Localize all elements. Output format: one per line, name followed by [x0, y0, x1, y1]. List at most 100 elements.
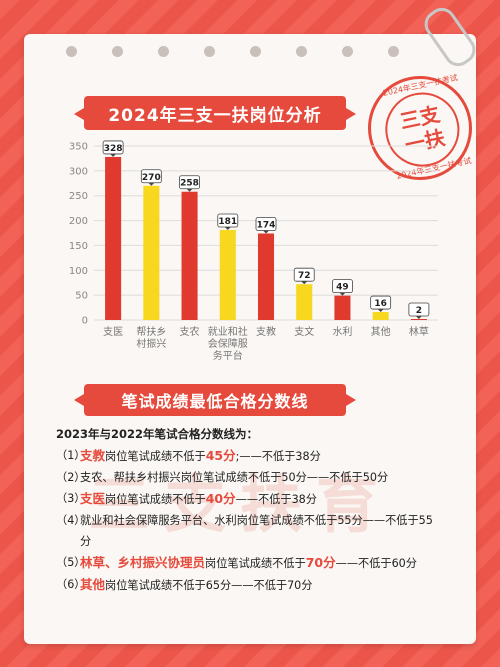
bar-chart: 0 50 100 150 200 250 300 350 328 支医 270 帮扶乡村振兴 258 支农… [69, 140, 438, 362]
y-tick-label: 0 [82, 316, 88, 327]
data-label-pointer [301, 281, 308, 285]
note-number: （4） [56, 514, 86, 527]
bar [257, 233, 275, 320]
binder-ring [250, 46, 261, 57]
binder-ring [388, 46, 399, 57]
note-score: 40分 [205, 491, 236, 506]
y-tick-label: 300 [69, 166, 88, 177]
binder-ring [66, 46, 77, 57]
note-number: （2） [56, 471, 86, 484]
data-label-pointer [263, 230, 269, 234]
chart-title-banner: 2024年三支一扶岗位分析 [74, 96, 356, 130]
data-label-pointer [339, 292, 346, 296]
x-tick-label: 支医 [103, 326, 123, 338]
note-highlight: 林草、乡村振兴协理员 [80, 555, 206, 570]
x-tick-label: 支教 [256, 325, 276, 338]
paper-card [24, 34, 476, 644]
bar [143, 185, 160, 320]
data-label: 270 [142, 173, 161, 183]
data-label-pointer [148, 182, 155, 186]
y-tick-label: 150 [69, 241, 88, 252]
note-body: 岗位笔试成绩不低于 [105, 493, 206, 506]
note-item: （3） 支医岗位笔试成绩不低于40分——不低于38分 [56, 488, 440, 510]
data-label-tag [140, 169, 162, 184]
note-highlight: 支教 [80, 448, 106, 463]
binder-ring [158, 46, 169, 57]
binder-ring [296, 46, 307, 57]
bar [219, 230, 236, 320]
section-title: 笔试成绩最低合格分数线 [121, 392, 309, 411]
y-tick-label: 100 [69, 266, 88, 277]
score-notes: 2023年与2022年笔试合格分数线为： （1） 支教岗位笔试成绩不低于45分;—… [56, 424, 440, 596]
notes-heading: 2023年与2022年笔试合格分数线为： [56, 427, 259, 441]
note-text: 其他岗位笔试成绩不低于65分——不低于70分 [80, 574, 313, 596]
y-tick-label: 350 [69, 142, 88, 153]
note-body: 岗位笔试成绩不低于65分——不低于70分 [105, 579, 313, 592]
x-tick-label: 水利 [332, 326, 352, 338]
data-label: 174 [257, 220, 276, 230]
note-body: 岗位笔试成绩不低于 [205, 557, 306, 570]
notes-list: （1） 支教岗位笔试成绩不低于45分;——不低于38分 （2） 支农、帮扶乡村振兴岗位… [56, 445, 440, 596]
watermark: 三支扶育 [87, 468, 392, 541]
data-label-pointer [110, 153, 117, 157]
note-number: （5） [56, 556, 86, 569]
data-label: 258 [180, 179, 199, 189]
note-tail: ;——不低于38分 [235, 450, 321, 463]
note-item: （2） 支农、帮扶乡村振兴岗位笔试成绩不低于50分——不低于50分 [56, 467, 440, 488]
note-number: （6） [56, 578, 86, 591]
data-label: 16 [374, 299, 387, 309]
note-score: 45分 [205, 448, 236, 463]
note-body: 岗位笔试成绩不低于 [105, 450, 206, 463]
binder-ring [204, 46, 215, 57]
note-body: 就业和社会保障服务平台、水利岗位笔试成绩不低于55分——不低于55分 [80, 514, 433, 548]
page-title: 2024年三支一扶岗位分析 [108, 105, 322, 126]
data-label: 2 [416, 306, 422, 316]
y-tick-label: 250 [69, 191, 88, 202]
bar [105, 156, 122, 320]
note-text: 支教岗位笔试成绩不低于45分;——不低于38分 [80, 445, 321, 467]
note-score: 70分 [305, 555, 336, 570]
note-number: （1） [56, 449, 86, 462]
binder-ring [112, 46, 123, 57]
x-tick-label: 帮扶乡 [136, 325, 166, 338]
note-number: （3） [56, 492, 86, 505]
note-tail: ——不低于38分 [235, 493, 317, 506]
note-item: （1） 支教岗位笔试成绩不低于45分;——不低于38分 [56, 445, 440, 467]
note-item: （6） 其他岗位笔试成绩不低于65分——不低于70分 [56, 574, 440, 596]
bar [181, 191, 198, 320]
data-label: 49 [336, 283, 349, 293]
note-tail: ——不低于60分 [335, 557, 417, 570]
note-highlight: 其他 [80, 577, 106, 592]
bar [296, 284, 313, 320]
y-tick-label: 200 [69, 216, 88, 227]
note-item: （4） 就业和社会保障服务平台、水利岗位笔试成绩不低于55分——不低于55分 [56, 510, 440, 552]
x-tick-label: 支农 [180, 325, 200, 338]
data-label-pointer [377, 309, 384, 313]
data-label: 328 [104, 144, 123, 154]
section-title-banner: 笔试成绩最低合格分数线 [74, 384, 356, 416]
note-text: 支医岗位笔试成绩不低于40分——不低于38分 [80, 488, 317, 510]
data-label-pointer [415, 316, 422, 320]
data-label-pointer [224, 227, 231, 231]
bar [372, 312, 389, 320]
x-tick-label: 其他 [371, 325, 391, 338]
note-highlight: 支医 [80, 491, 106, 506]
data-label: 181 [218, 217, 237, 227]
bar [410, 319, 427, 320]
note-text: 林草、乡村振兴协理员岗位笔试成绩不低于70分——不低于60分 [80, 552, 417, 574]
note-text: 支农、帮扶乡村振兴岗位笔试成绩不低于50分——不低于50分 [80, 467, 388, 488]
y-tick-label: 50 [75, 291, 88, 302]
note-text: 就业和社会保障服务平台、水利岗位笔试成绩不低于55分——不低于55分 [80, 510, 440, 552]
data-label: 72 [298, 271, 311, 281]
data-label-pointer [186, 188, 193, 192]
x-tick-label: 务平台 [213, 349, 243, 362]
bar [334, 295, 351, 320]
binder-ring [342, 46, 353, 57]
x-tick-label: 林草 [409, 325, 429, 338]
note-body: 支农、帮扶乡村振兴岗位笔试成绩不低于50分——不低于50分 [80, 471, 389, 484]
x-tick-label: 会保障服 [208, 337, 248, 350]
x-tick-label: 支文 [294, 325, 314, 338]
x-tick-label: 就业和社 [208, 325, 248, 338]
x-tick-label: 村振兴 [136, 337, 166, 350]
note-item: （5） 林草、乡村振兴协理员岗位笔试成绩不低于70分——不低于60分 [56, 552, 440, 574]
